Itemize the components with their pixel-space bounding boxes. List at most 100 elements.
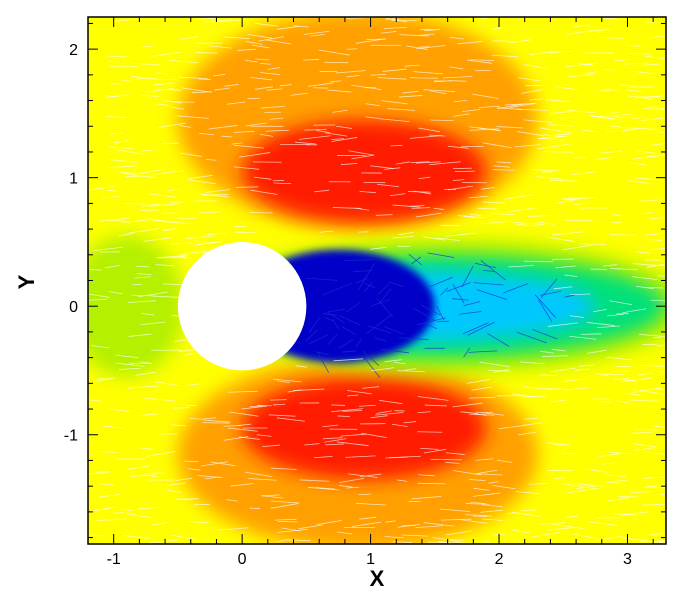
streamline	[402, 534, 428, 537]
red-region-lower	[242, 376, 487, 480]
streamline	[609, 481, 624, 485]
streamline	[332, 318, 340, 330]
streamline	[433, 207, 444, 210]
streamline	[100, 217, 131, 222]
streamline	[595, 373, 609, 377]
streamline	[166, 482, 187, 486]
streamline	[324, 438, 347, 443]
streamline	[565, 196, 596, 201]
streamline	[313, 455, 333, 459]
streamline	[336, 125, 352, 129]
streamline	[107, 219, 126, 222]
streamline	[141, 149, 153, 152]
streamline	[467, 321, 495, 336]
streamline	[287, 389, 302, 393]
streamline	[279, 84, 292, 87]
streamline	[614, 59, 630, 62]
streamline	[355, 337, 363, 349]
streamline	[375, 412, 404, 416]
streamline	[469, 128, 500, 131]
streamline	[332, 109, 348, 113]
streamline	[341, 350, 357, 353]
streamline	[273, 378, 302, 383]
streamline	[109, 132, 123, 135]
streamline	[540, 127, 572, 134]
streamline	[179, 125, 192, 128]
streamline	[348, 150, 374, 156]
streamline	[462, 108, 481, 113]
streamline	[590, 115, 619, 118]
streamline	[453, 99, 468, 103]
streamline	[315, 351, 330, 356]
streamline	[622, 376, 635, 380]
streamline	[347, 394, 359, 397]
streamline	[187, 468, 201, 471]
streamline	[411, 495, 442, 500]
streamline	[152, 522, 167, 526]
streamline	[605, 112, 620, 114]
streamline	[167, 188, 180, 192]
streamline	[346, 48, 357, 50]
streamline	[653, 541, 666, 544]
streamline	[472, 515, 488, 518]
streamline	[517, 223, 538, 227]
streamline	[588, 114, 615, 120]
streamline	[610, 268, 639, 271]
streamline	[603, 264, 618, 267]
streamline	[261, 495, 284, 499]
streamline	[322, 313, 337, 316]
streamline	[427, 252, 455, 258]
streamline	[258, 36, 284, 42]
streamline	[517, 131, 545, 137]
streamline	[411, 256, 422, 265]
streamlines	[88, 17, 666, 544]
streamline	[108, 159, 138, 163]
streamline	[504, 194, 533, 200]
streamline	[463, 347, 471, 358]
x-tick-label: 1	[366, 551, 375, 568]
streamline	[650, 533, 664, 536]
streamline	[475, 473, 503, 476]
streamline	[151, 51, 181, 57]
streamline	[429, 90, 447, 95]
streamline	[387, 108, 416, 111]
streamline	[645, 55, 666, 60]
streamline	[613, 378, 638, 382]
streamline	[650, 143, 666, 146]
streamline	[606, 356, 632, 361]
streamline	[273, 182, 292, 185]
streamline	[403, 421, 417, 424]
streamline	[180, 250, 207, 256]
streamline	[447, 145, 469, 149]
streamline	[217, 527, 249, 531]
streamline	[364, 282, 376, 288]
streamline	[397, 479, 408, 482]
streamline	[198, 78, 212, 81]
streamline	[341, 326, 356, 336]
streamline	[632, 443, 657, 448]
streamline	[529, 51, 552, 56]
streamline	[409, 77, 439, 79]
streamline	[118, 367, 141, 370]
streamline	[121, 172, 135, 176]
streamline	[638, 372, 653, 376]
streamline	[475, 458, 494, 461]
streamline	[449, 36, 464, 40]
streamline	[469, 213, 482, 216]
streamline	[439, 508, 471, 513]
streamline	[114, 140, 129, 144]
streamline	[363, 281, 373, 293]
streamline	[214, 87, 231, 91]
streamline	[600, 150, 623, 154]
streamline	[180, 36, 199, 40]
streamline	[466, 378, 491, 384]
streamline	[570, 293, 591, 296]
streamline	[640, 540, 664, 543]
streamline	[371, 367, 395, 372]
streamline	[339, 485, 353, 488]
streamline	[380, 31, 397, 34]
streamline	[534, 294, 556, 318]
streamline	[574, 368, 591, 371]
streamline	[391, 423, 408, 427]
streamline	[415, 525, 443, 529]
